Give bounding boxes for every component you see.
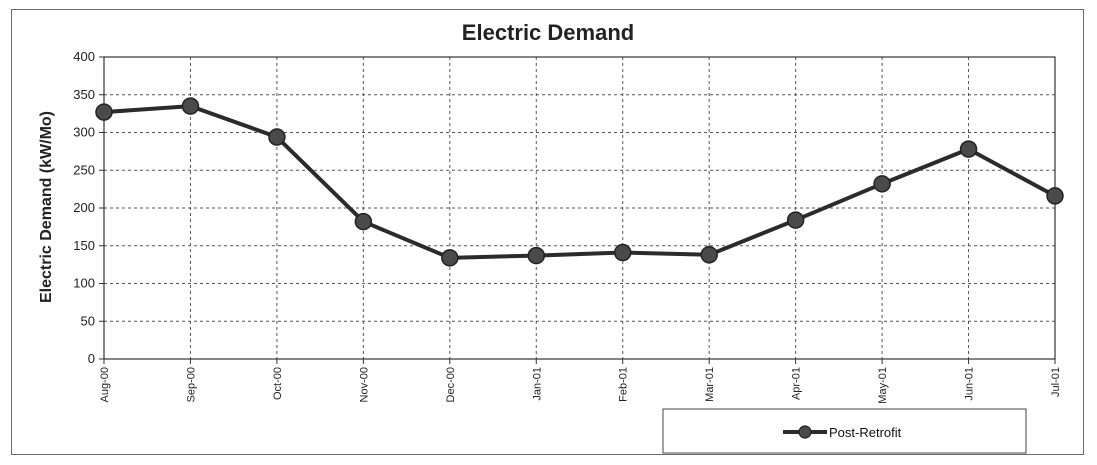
x-tick-label: Sep-00 — [185, 367, 197, 402]
y-tick-label: 0 — [88, 351, 95, 366]
x-tick-label: Dec-00 — [445, 367, 457, 402]
y-tick-label: 300 — [73, 125, 95, 140]
x-tick-label: Jul-01 — [1050, 367, 1062, 397]
legend-box — [662, 408, 1027, 454]
data-point — [268, 128, 286, 146]
y-tick-label: 200 — [73, 200, 95, 215]
x-tick-label: Mar-01 — [704, 367, 716, 402]
data-point — [700, 246, 718, 264]
x-tick-label: May-01 — [877, 367, 889, 404]
data-point — [873, 175, 891, 193]
y-tick-label: 50 — [81, 313, 95, 328]
x-tick-label: Oct-00 — [272, 367, 284, 400]
plot-area: 0 50 100 150 200 250 300 350 400 Aug-00 Sep-00 Oct-… — [73, 49, 1064, 454]
legend-label: Post-Retrofit — [829, 425, 902, 440]
series-line — [103, 104, 1056, 260]
y-tick-label: 250 — [73, 162, 95, 177]
data-point — [786, 211, 805, 229]
x-tick-label: Nov-00 — [358, 367, 370, 402]
data-point — [959, 140, 978, 158]
data-point — [613, 243, 632, 262]
x-tick-label: Apr-01 — [791, 367, 803, 400]
y-tick-label: 150 — [73, 238, 95, 253]
x-tick-label: Jan-01 — [531, 367, 543, 401]
x-tick-label: Feb-01 — [618, 367, 630, 402]
data-point — [1046, 187, 1064, 205]
x-tick-label: Aug-00 — [99, 367, 111, 402]
chart-title: Electric Demand — [462, 20, 634, 45]
y-tick-label: 100 — [73, 276, 95, 291]
data-point — [527, 246, 546, 265]
data-point — [354, 212, 373, 231]
y-tick-label: 400 — [73, 49, 95, 64]
y-tick-label: 350 — [73, 87, 95, 102]
legend-marker-swatch — [798, 425, 812, 439]
y-axis-label: Electric Demand (kW/Mo) — [38, 111, 55, 303]
x-tick-label: Jun-01 — [964, 367, 976, 401]
data-point — [181, 97, 200, 115]
data-point — [95, 103, 113, 121]
plot-border — [103, 56, 1056, 360]
data-point — [441, 249, 459, 267]
